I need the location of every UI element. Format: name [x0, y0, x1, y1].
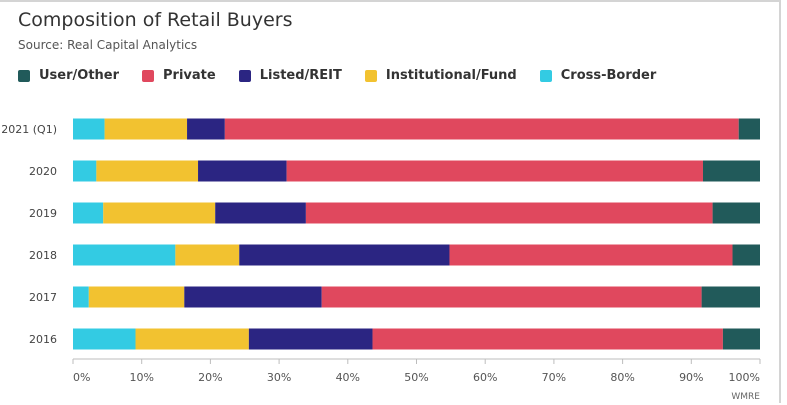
bar-2017-private: [321, 286, 702, 308]
chart-title: Composition of Retail Buyers: [18, 9, 293, 31]
bar-2018-institutional-fund: [175, 244, 240, 266]
bar-2020-institutional-fund: [96, 160, 199, 182]
category-label-2018: 2018: [29, 249, 57, 262]
bar-2017-cross-border: [73, 286, 89, 308]
legend-label-private: Private: [163, 68, 216, 83]
legend-label-institutional-fund: Institutional/Fund: [385, 68, 517, 83]
legend-swatch-cross-border: [539, 69, 552, 82]
legend-item-cross-border: Cross-Border: [539, 68, 657, 83]
bar-2020-listed-reit: [198, 160, 287, 182]
chart-legend: User/Other Private Listed/REIT Institutiona…: [18, 68, 679, 83]
x-tick-label: 40%: [336, 371, 360, 384]
legend-swatch-user-other: [18, 69, 30, 82]
bar-2016-listed-reit: [248, 328, 373, 350]
x-tick-label: 90%: [679, 371, 703, 384]
legend-label-user-other: User/Other: [39, 68, 120, 83]
chart-subtitle: Source: Real Capital Analytics: [18, 38, 198, 52]
bar-2018-listed-reit: [239, 244, 450, 266]
bar-2021-q1-private: [224, 118, 739, 140]
bars-group: [73, 118, 760, 350]
bar-2020-private: [286, 160, 703, 182]
bar-2016-institutional-fund: [135, 328, 249, 350]
y-axis-categories: 2021 (Q1) 2020 2019 2018 2017 2016: [1, 123, 57, 346]
bar-2017-institutional-fund: [88, 286, 185, 308]
x-tick-label: 20%: [198, 371, 222, 384]
bar-2021-q1-user-other: [738, 118, 760, 140]
bar-2019-cross-border: [73, 202, 104, 224]
bar-2020-user-other: [702, 160, 760, 182]
legend-item-institutional-fund: Institutional/Fund: [364, 68, 517, 83]
category-label-2016: 2016: [29, 333, 57, 346]
bar-2020-cross-border: [73, 160, 97, 182]
bar-2021-q1-cross-border: [73, 118, 105, 140]
legend-swatch-institutional-fund: [364, 69, 377, 82]
x-tick-label: 10%: [129, 371, 153, 384]
category-label-2017: 2017: [29, 291, 57, 304]
bar-2018-private: [449, 244, 733, 266]
x-tick-label: 30%: [267, 371, 291, 384]
x-tick-label: 100%: [729, 371, 760, 384]
x-tick-label: 0%: [73, 371, 90, 384]
x-tick-label: 60%: [473, 371, 497, 384]
bar-2016-cross-border: [73, 328, 136, 350]
bar-2018-cross-border: [73, 244, 176, 266]
bar-2019-institutional-fund: [103, 202, 216, 224]
bar-2019-listed-reit: [215, 202, 306, 224]
category-label-2021-q1: 2021 (Q1): [1, 123, 57, 136]
bar-2018-user-other: [732, 244, 760, 266]
bar-2016-user-other: [722, 328, 760, 350]
legend-swatch-private: [142, 69, 155, 82]
bar-2017-listed-reit: [184, 286, 322, 308]
legend-item-user-other: User/Other: [18, 68, 119, 83]
bar-2021-q1-listed-reit: [187, 118, 225, 140]
legend-item-private: Private: [142, 68, 216, 83]
x-axis: 0% 10% 20% 30% 40% 50% 60% 70% 80% 90% 100%: [72, 358, 761, 384]
bar-2021-q1-institutional-fund: [104, 118, 188, 140]
bar-2019-private: [305, 202, 713, 224]
x-tick-label: 80%: [610, 371, 634, 384]
x-tick-label: 50%: [404, 371, 428, 384]
chart-credit: WMRE: [731, 392, 760, 402]
legend-label-listed-reit: Listed/REIT: [259, 68, 342, 83]
legend-item-listed-reit: Listed/REIT: [238, 68, 342, 83]
bar-2019-user-other: [712, 202, 760, 224]
legend-label-cross-border: Cross-Border: [560, 68, 657, 83]
category-label-2020: 2020: [29, 165, 57, 178]
x-tick-label: 70%: [542, 371, 566, 384]
legend-swatch-listed-reit: [238, 69, 251, 82]
bar-2017-user-other: [701, 286, 760, 308]
category-label-2019: 2019: [29, 207, 57, 220]
bar-2016-private: [372, 328, 723, 350]
